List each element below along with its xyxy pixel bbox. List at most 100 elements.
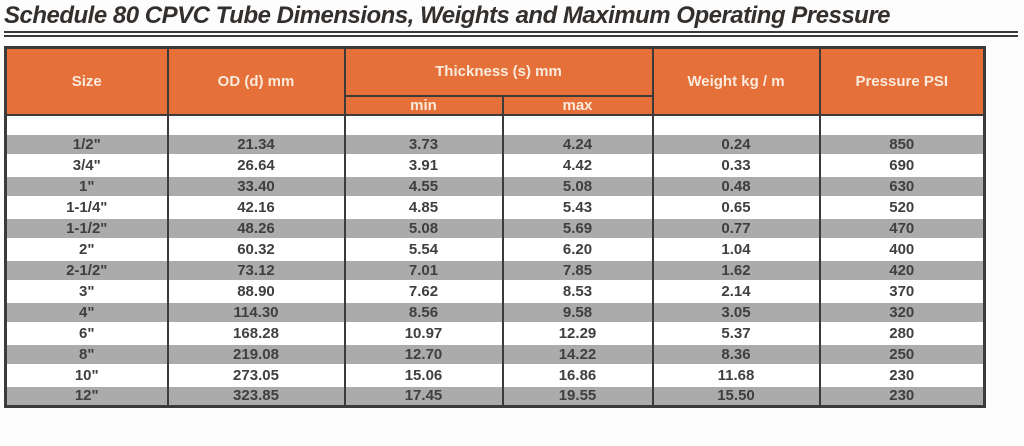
spacer-cell [344, 113, 504, 134]
table-cell-od_mm: 21.34 [167, 132, 346, 155]
table-cell-thickness_max_mm: 16.86 [502, 363, 654, 386]
table-cell-thickness_max_mm: 4.42 [502, 153, 654, 176]
page-title: Schedule 80 CPVC Tube Dimensions, Weight… [4, 2, 891, 29]
table-cell-pressure_psi: 690 [819, 153, 986, 176]
table-cell-size: 2-1/2" [5, 258, 169, 281]
col-header-pressure: Pressure PSI [818, 46, 986, 116]
table-cell-pressure_psi: 400 [819, 237, 986, 260]
table-cell-thickness_min_mm: 7.01 [344, 258, 504, 281]
page: Schedule 80 CPVC Tube Dimensions, Weight… [4, 2, 1018, 408]
table-row: 1-1/2" 48.26 5.08 5.69 0.77 470 [5, 216, 986, 239]
table-cell-pressure_psi: 520 [819, 195, 986, 218]
table-row: 3/4" 26.64 3.91 4.42 0.33 690 [5, 153, 986, 176]
table-cell-weight_kg_m: 3.05 [652, 300, 821, 323]
table-cell-thickness_max_mm: 5.08 [502, 174, 654, 197]
spacer-cell [652, 113, 821, 134]
table-cell-pressure_psi: 230 [819, 384, 986, 407]
table-cell-pressure_psi: 370 [819, 279, 986, 302]
table-cell-od_mm: 168.28 [167, 321, 346, 344]
table-cell-thickness_min_mm: 10.97 [344, 321, 504, 344]
col-header-thickness: Thickness (s) mm [343, 46, 654, 97]
table-cell-thickness_max_mm: 4.24 [502, 132, 654, 155]
cpvc-dimensions-table: Size OD (d) mm Thickness (s) mm Weight k… [4, 46, 986, 408]
table-cell-thickness_min_mm: 4.85 [344, 195, 504, 218]
table-cell-weight_kg_m: 0.48 [652, 174, 821, 197]
spacer-cell [167, 113, 346, 134]
table-row: 10" 273.05 15.06 16.86 11.68 230 [5, 363, 986, 386]
table-cell-thickness_min_mm: 8.56 [344, 300, 504, 323]
table-cell-thickness_max_mm: 6.20 [502, 237, 654, 260]
col-header-thickness-max: max [501, 94, 654, 116]
table-row: 4" 114.30 8.56 9.58 3.05 320 [5, 300, 986, 323]
table-cell-thickness_min_mm: 12.70 [344, 342, 504, 365]
spacer-cell [819, 113, 986, 134]
table-cell-size: 3/4" [5, 153, 169, 176]
table-row: 1/2" 21.34 3.73 4.24 0.24 850 [5, 132, 986, 155]
table-cell-od_mm: 48.26 [167, 216, 346, 239]
table-cell-pressure_psi: 470 [819, 216, 986, 239]
table-cell-thickness_max_mm: 7.85 [502, 258, 654, 281]
table-cell-weight_kg_m: 8.36 [652, 342, 821, 365]
table-cell-weight_kg_m: 1.04 [652, 237, 821, 260]
table-cell-size: 6" [5, 321, 169, 344]
table-cell-weight_kg_m: 0.24 [652, 132, 821, 155]
spacer-cell [502, 113, 654, 134]
table-cell-weight_kg_m: 1.62 [652, 258, 821, 281]
page-title-underline: Schedule 80 CPVC Tube Dimensions, Weight… [4, 2, 1018, 37]
col-header-od: OD (d) mm [166, 46, 346, 116]
table-cell-size: 12" [5, 384, 169, 407]
table-cell-size: 1/2" [5, 132, 169, 155]
table-cell-weight_kg_m: 2.14 [652, 279, 821, 302]
col-header-size: Size [4, 46, 169, 116]
table-cell-od_mm: 219.08 [167, 342, 346, 365]
table-cell-size: 1" [5, 174, 169, 197]
table-cell-od_mm: 323.85 [167, 384, 346, 407]
table-row: 8" 219.08 12.70 14.22 8.36 250 [5, 342, 986, 365]
table-cell-thickness_min_mm: 15.06 [344, 363, 504, 386]
table-cell-pressure_psi: 280 [819, 321, 986, 344]
table-cell-od_mm: 88.90 [167, 279, 346, 302]
table-cell-size: 1-1/2" [5, 216, 169, 239]
table-cell-pressure_psi: 250 [819, 342, 986, 365]
spacer-cell [5, 113, 169, 134]
spacer-row [5, 113, 986, 134]
table-body: 1/2" 21.34 3.73 4.24 0.24 850 3/4" 26.64 3.91 4.4… [5, 113, 986, 407]
table-cell-weight_kg_m: 5.37 [652, 321, 821, 344]
table-cell-thickness_max_mm: 12.29 [502, 321, 654, 344]
table-cell-thickness_max_mm: 9.58 [502, 300, 654, 323]
table-cell-size: 4" [5, 300, 169, 323]
table-cell-od_mm: 33.40 [167, 174, 346, 197]
table-cell-od_mm: 26.64 [167, 153, 346, 176]
table-row: 2" 60.32 5.54 6.20 1.04 400 [5, 237, 986, 260]
table-cell-thickness_max_mm: 5.43 [502, 195, 654, 218]
table-cell-thickness_max_mm: 5.69 [502, 216, 654, 239]
table-cell-od_mm: 73.12 [167, 258, 346, 281]
table-cell-od_mm: 42.16 [167, 195, 346, 218]
table-cell-size: 1-1/4" [5, 195, 169, 218]
table-cell-size: 10" [5, 363, 169, 386]
table-cell-thickness_max_mm: 19.55 [502, 384, 654, 407]
col-header-thickness-min: min [343, 94, 504, 116]
table-row: 2-1/2" 73.12 7.01 7.85 1.62 420 [5, 258, 986, 281]
header-row-main: Size OD (d) mm Thickness (s) mm Weight k… [4, 46, 986, 116]
table-cell-weight_kg_m: 15.50 [652, 384, 821, 407]
table-cell-od_mm: 114.30 [167, 300, 346, 323]
header-row-sub: min max [6, 94, 985, 116]
table-cell-pressure_psi: 320 [819, 300, 986, 323]
table-cell-thickness_max_mm: 14.22 [502, 342, 654, 365]
col-header-weight: Weight kg / m [651, 46, 821, 116]
table-cell-thickness_max_mm: 8.53 [502, 279, 654, 302]
table-cell-pressure_psi: 420 [819, 258, 986, 281]
table-cell-pressure_psi: 850 [819, 132, 986, 155]
table-row: 1" 33.40 4.55 5.08 0.48 630 [5, 174, 986, 197]
table-cell-thickness_min_mm: 5.08 [344, 216, 504, 239]
table-cell-size: 8" [5, 342, 169, 365]
table-cell-od_mm: 273.05 [167, 363, 346, 386]
table-cell-pressure_psi: 230 [819, 363, 986, 386]
table-header: Size OD (d) mm Thickness (s) mm Weight k… [4, 46, 986, 116]
table-cell-thickness_min_mm: 4.55 [344, 174, 504, 197]
table-cell-thickness_min_mm: 5.54 [344, 237, 504, 260]
table-cell-weight_kg_m: 11.68 [652, 363, 821, 386]
table-cell-weight_kg_m: 0.65 [652, 195, 821, 218]
table-row: 3" 88.90 7.62 8.53 2.14 370 [5, 279, 986, 302]
